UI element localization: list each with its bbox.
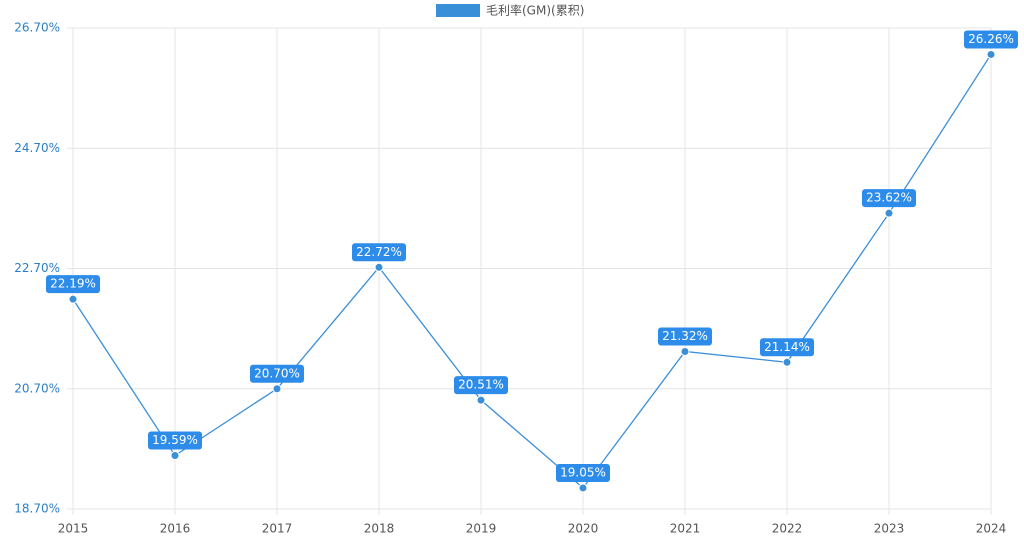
x-tick-label: 2019 [466, 522, 497, 536]
data-label-box [760, 338, 814, 357]
x-tick-label: 2024 [976, 522, 1007, 536]
line [72, 54, 992, 489]
data-label: 19.59% [148, 431, 202, 450]
data-label-box [352, 243, 406, 262]
x-tick-label: 2022 [772, 522, 803, 536]
data-label-text: 20.51% [458, 378, 504, 392]
legend-swatch [436, 4, 480, 17]
point [986, 49, 996, 59]
data-label: 21.32% [658, 327, 712, 346]
data-label: 21.14% [760, 338, 814, 357]
data-label-text: 22.72% [356, 245, 402, 259]
data-label-text: 21.14% [764, 340, 810, 354]
data-label-box [46, 275, 100, 294]
y-tick-label: 22.70% [14, 261, 60, 275]
x-tick-label: 2021 [670, 522, 701, 536]
x-tick-label: 2015 [58, 522, 89, 536]
data-label-text: 21.32% [662, 329, 708, 343]
data-label: 22.72% [352, 243, 406, 262]
y-tick-label: 18.70% [14, 502, 60, 516]
data-label-text: 19.05% [560, 465, 606, 479]
data-label-box [454, 376, 508, 395]
data-label-text: 22.19% [50, 277, 96, 291]
x-tick-label: 2018 [364, 522, 395, 536]
y-tick-label: 20.70% [14, 381, 60, 395]
data-label-text: 26.26% [968, 32, 1014, 46]
point [884, 208, 894, 218]
point [680, 346, 690, 356]
point [68, 294, 78, 304]
data-label: 20.51% [454, 376, 508, 395]
data-label-box [862, 189, 916, 208]
point [170, 450, 180, 460]
point [782, 357, 792, 367]
data-label: 22.19% [46, 275, 100, 294]
data-label-box [556, 463, 610, 482]
data-label-box [964, 30, 1018, 49]
y-tick-label: 24.70% [14, 141, 60, 155]
data-label: 20.70% [250, 364, 304, 383]
data-label: 26.26% [964, 30, 1018, 49]
point [578, 483, 588, 493]
data-label-box [250, 364, 304, 383]
point [374, 262, 384, 272]
x-tick-label: 2023 [874, 522, 905, 536]
x-tick-label: 2020 [568, 522, 599, 536]
x-tick-label: 2016 [160, 522, 191, 536]
legend-label: 毛利率(GM)(累积) [486, 3, 584, 18]
point [476, 395, 486, 405]
data-label-box [658, 327, 712, 346]
data-label-text: 20.70% [254, 366, 300, 380]
point [272, 384, 282, 394]
data-label-text: 23.62% [866, 191, 912, 205]
y-tick-label: 26.70% [14, 21, 60, 35]
data-label-box [148, 431, 202, 450]
data-label-text: 19.59% [152, 433, 198, 447]
data-label: 19.05% [556, 463, 610, 482]
data-label: 23.62% [862, 189, 916, 208]
x-tick-label: 2017 [262, 522, 293, 536]
